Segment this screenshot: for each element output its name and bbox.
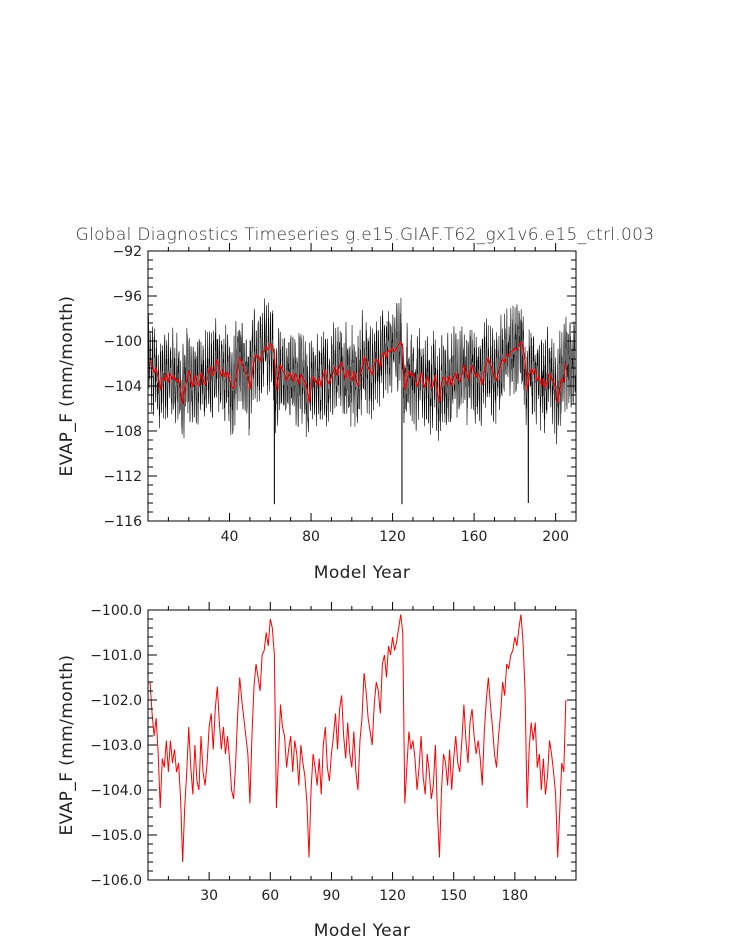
bottom-x-axis-label: Model Year	[314, 921, 410, 941]
top-xtick-label: 120	[379, 529, 406, 545]
top-xtick-label: 160	[461, 529, 488, 545]
bottom-xtick-label: 120	[379, 888, 406, 904]
bottom-axes-ticks: 30 60 90 120 150 180 −106.0 −105.0 −104.0 −103.0 −…	[90, 602, 576, 904]
top-ytick-label: −104	[104, 379, 143, 395]
bottom-xtick-label: 150	[440, 888, 467, 904]
top-axes-ticks: 40 80 120 160 200 −116 −112 −108 −104 −100 −96 −92	[104, 243, 576, 545]
top-y-axis-label: EVAP_F (mm/month)	[57, 296, 77, 477]
top-monthly-series	[147, 297, 576, 505]
bottom-ytick-label: −101.0	[90, 648, 142, 664]
top-xtick-label: 200	[542, 529, 569, 545]
top-annual-series	[149, 340, 567, 405]
top-ytick-label: −92	[112, 244, 142, 260]
bottom-ytick-label: −103.0	[90, 738, 142, 754]
bottom-xtick-label: 60	[261, 888, 279, 904]
bottom-xtick-label: 30	[200, 888, 218, 904]
top-ytick-label: −116	[104, 514, 143, 530]
bottom-ytick-label: −105.0	[90, 828, 142, 844]
top-ytick-label: −112	[104, 469, 142, 485]
bottom-annual-series	[149, 614, 567, 863]
bottom-ytick-label: −102.0	[90, 693, 142, 709]
bottom-ytick-label: −104.0	[90, 783, 142, 799]
top-ytick-label: −96	[112, 289, 142, 305]
top-chart-title: Global Diagnostics Timeseries g.e15.GIAF…	[76, 225, 655, 245]
bottom-y-axis-label: EVAP_F (mm/month)	[57, 655, 77, 836]
bottom-ytick-label: −100.0	[90, 603, 142, 619]
bottom-ytick-label: −106.0	[90, 873, 142, 889]
bottom-plot-frame	[147, 609, 577, 881]
bottom-panel: 30 60 90 120 150 180 −106.0 −105.0 −104.0 −103.0 −…	[57, 602, 577, 941]
top-annual-mean-line	[149, 340, 567, 405]
top-xtick-label: 40	[221, 529, 239, 545]
top-panel: Global Diagnostics Timeseries g.e15.GIAF…	[57, 225, 654, 583]
annual-mean-line	[149, 614, 567, 863]
bottom-xtick-label: 180	[501, 888, 528, 904]
bottom-xtick-label: 90	[323, 888, 341, 904]
top-ytick-label: −100	[104, 334, 142, 350]
top-ytick-label: −108	[104, 424, 142, 440]
top-xtick-label: 80	[302, 529, 320, 545]
monthly-line	[147, 297, 576, 505]
top-x-axis-label: Model Year	[314, 563, 410, 583]
